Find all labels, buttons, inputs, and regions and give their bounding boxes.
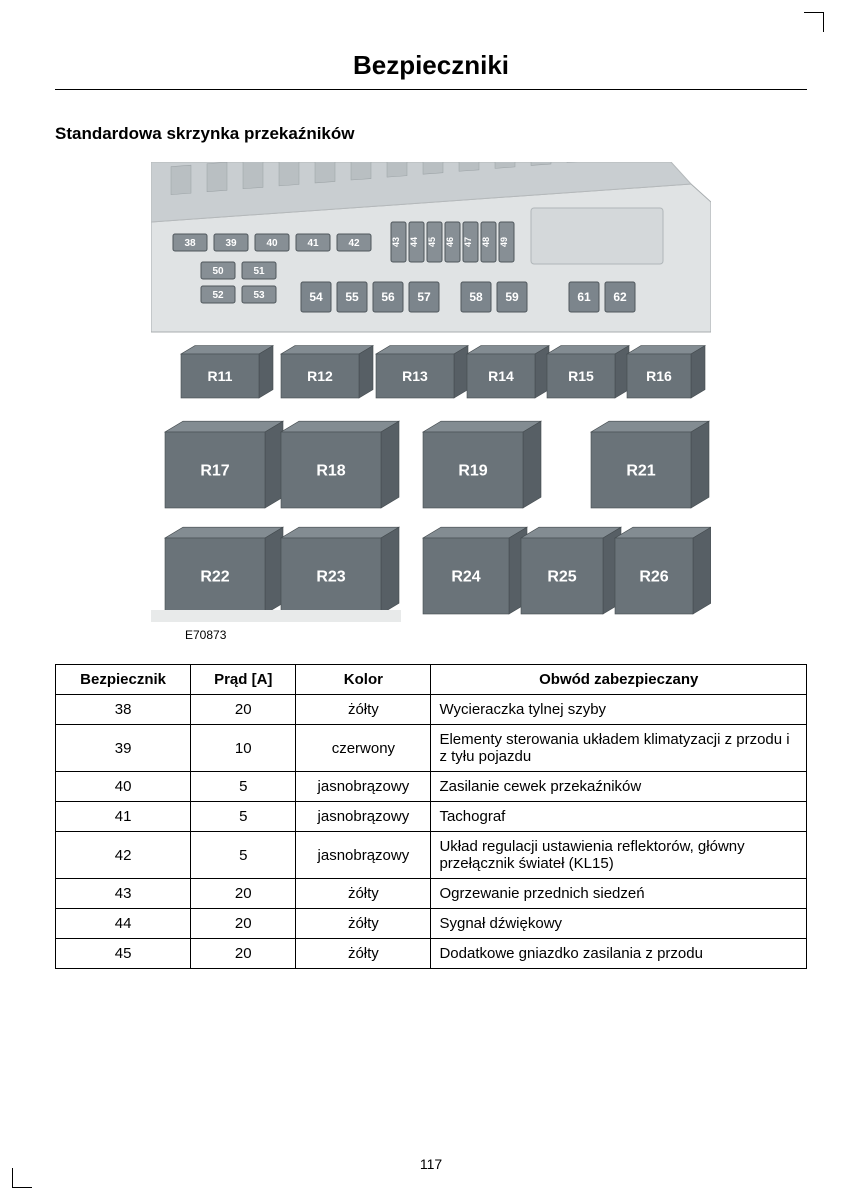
svg-text:R16: R16: [646, 368, 672, 384]
table-cell: jasnobrązowy: [296, 832, 431, 879]
svg-text:R25: R25: [547, 569, 576, 586]
svg-text:48: 48: [481, 237, 491, 247]
table-cell: 5: [191, 802, 296, 832]
svg-text:59: 59: [505, 290, 519, 304]
svg-text:R18: R18: [316, 463, 345, 480]
table-cell: 41: [56, 802, 191, 832]
page-title: Bezpieczniki: [55, 50, 807, 90]
svg-text:R12: R12: [307, 368, 333, 384]
section-title: Standardowa skrzynka przekaźników: [55, 124, 807, 144]
svg-text:R19: R19: [458, 463, 487, 480]
table-cell: 45: [56, 939, 191, 969]
table-cell: 20: [191, 909, 296, 939]
svg-text:R17: R17: [200, 463, 229, 480]
table-cell: Układ regulacji ustawienia reflektorów, …: [431, 832, 807, 879]
svg-text:53: 53: [253, 290, 265, 301]
svg-text:R24: R24: [451, 569, 480, 586]
svg-text:R26: R26: [639, 569, 668, 586]
table-cell: 20: [191, 879, 296, 909]
svg-text:R13: R13: [402, 368, 428, 384]
table-cell: 38: [56, 695, 191, 725]
table-cell: Tachograf: [431, 802, 807, 832]
table-cell: 42: [56, 832, 191, 879]
svg-text:40: 40: [266, 238, 278, 249]
svg-text:R21: R21: [626, 463, 655, 480]
table-header-row: BezpiecznikPrąd [A]KolorObwód zabezpiecz…: [56, 665, 807, 695]
svg-text:56: 56: [381, 290, 395, 304]
table-cell: żółty: [296, 879, 431, 909]
svg-text:42: 42: [348, 238, 360, 249]
page-content: Bezpieczniki Standardowa skrzynka przeka…: [0, 0, 862, 999]
table-cell: 5: [191, 772, 296, 802]
table-cell: żółty: [296, 695, 431, 725]
table-cell: Zasilanie cewek przekaźników: [431, 772, 807, 802]
svg-text:47: 47: [463, 237, 473, 247]
table-cell: Ogrzewanie przednich siedzeń: [431, 879, 807, 909]
svg-text:54: 54: [309, 290, 323, 304]
table-cell: 20: [191, 939, 296, 969]
table-row: 4320żółtyOgrzewanie przednich siedzeń: [56, 879, 807, 909]
table-cell: jasnobrązowy: [296, 772, 431, 802]
svg-text:38: 38: [184, 238, 196, 249]
svg-text:39: 39: [225, 238, 237, 249]
table-cell: 43: [56, 879, 191, 909]
svg-text:46: 46: [445, 237, 455, 247]
table-cell: Dodatkowe gniazdko zasilania z przodu: [431, 939, 807, 969]
svg-text:55: 55: [345, 290, 359, 304]
table-row: 425jasnobrązowyUkład regulacji ustawieni…: [56, 832, 807, 879]
table-row: 4520żółtyDodatkowe gniazdko zasilania z …: [56, 939, 807, 969]
svg-text:R14: R14: [488, 368, 514, 384]
svg-text:57: 57: [417, 290, 431, 304]
svg-text:R15: R15: [568, 368, 594, 384]
table-row: 3820żółtyWycieraczka tylnej szyby: [56, 695, 807, 725]
svg-text:44: 44: [409, 237, 419, 247]
relay-box-diagram: 38 39 40 41 42 50 51 52 53 43 44 45 46 47 48 49 54 55 56 57…: [151, 162, 711, 622]
svg-text:R23: R23: [316, 569, 345, 586]
svg-text:49: 49: [499, 237, 509, 247]
svg-text:61: 61: [577, 290, 591, 304]
table-cell: żółty: [296, 909, 431, 939]
table-cell: 39: [56, 725, 191, 772]
table-cell: Wycieraczka tylnej szyby: [431, 695, 807, 725]
table-cell: 10: [191, 725, 296, 772]
svg-text:62: 62: [613, 290, 627, 304]
svg-text:51: 51: [253, 266, 265, 277]
svg-text:50: 50: [212, 266, 224, 277]
fuse-table: BezpiecznikPrąd [A]KolorObwód zabezpiecz…: [55, 664, 807, 969]
diagram-container: 38 39 40 41 42 50 51 52 53 43 44 45 46 47 48 49 54 55 56 57…: [55, 162, 807, 622]
table-header-cell: Obwód zabezpieczany: [431, 665, 807, 695]
table-cell: żółty: [296, 939, 431, 969]
table-cell: Elementy sterowania układem klimatyzacji…: [431, 725, 807, 772]
table-row: 3910czerwonyElementy sterowania układem …: [56, 725, 807, 772]
svg-text:45: 45: [427, 237, 437, 247]
crop-mark-tr: [804, 12, 824, 32]
table-header-cell: Bezpiecznik: [56, 665, 191, 695]
svg-text:R22: R22: [200, 569, 229, 586]
table-row: 405jasnobrązowyZasilanie cewek przekaźni…: [56, 772, 807, 802]
svg-text:58: 58: [469, 290, 483, 304]
table-cell: 44: [56, 909, 191, 939]
svg-text:R11: R11: [208, 368, 233, 384]
page-number: 117: [0, 1156, 862, 1172]
table-cell: Sygnał dźwiękowy: [431, 909, 807, 939]
table-row: 415jasnobrązowyTachograf: [56, 802, 807, 832]
table-cell: czerwony: [296, 725, 431, 772]
table-cell: jasnobrązowy: [296, 802, 431, 832]
table-header-cell: Kolor: [296, 665, 431, 695]
table-header-cell: Prąd [A]: [191, 665, 296, 695]
table-row: 4420żółtySygnał dźwiękowy: [56, 909, 807, 939]
table-cell: 20: [191, 695, 296, 725]
svg-text:41: 41: [307, 238, 319, 249]
svg-text:52: 52: [212, 290, 224, 301]
table-cell: 5: [191, 832, 296, 879]
relay-box-svg: 38 39 40 41 42 50 51 52 53 43 44 45 46 47 48 49 54 55 56 57…: [151, 162, 711, 622]
figure-code: E70873: [185, 628, 807, 642]
table-cell: 40: [56, 772, 191, 802]
svg-text:43: 43: [391, 237, 401, 247]
